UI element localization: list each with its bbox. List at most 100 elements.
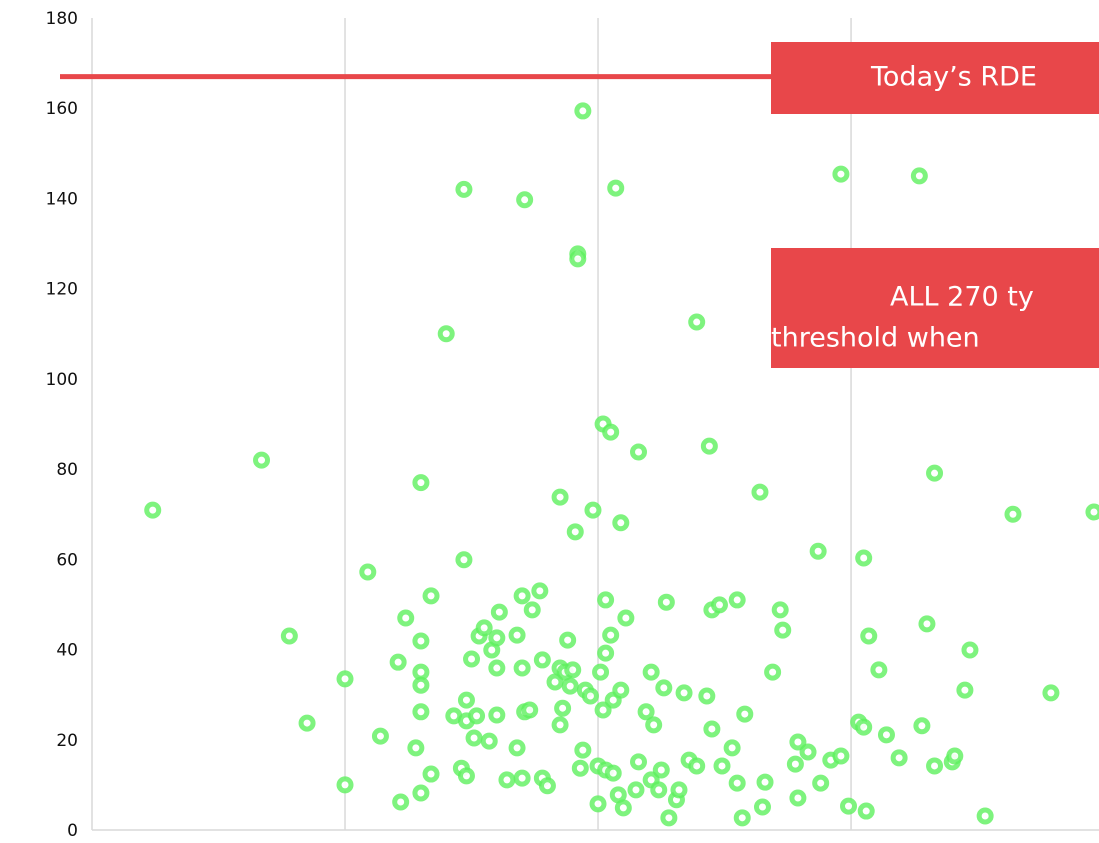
point	[546, 673, 564, 691]
point	[468, 707, 486, 725]
point	[521, 701, 539, 719]
point	[551, 716, 569, 734]
point	[488, 659, 506, 677]
point	[574, 102, 592, 120]
y-tick-label: 160	[46, 99, 78, 119]
point	[728, 591, 746, 609]
point	[581, 687, 599, 705]
point	[488, 706, 506, 724]
annotation-box	[771, 248, 1099, 368]
point	[614, 799, 632, 817]
point	[280, 627, 298, 645]
point	[412, 632, 430, 650]
point	[513, 587, 531, 605]
point	[789, 733, 807, 751]
point	[488, 629, 506, 647]
point	[976, 807, 994, 825]
point	[1004, 505, 1022, 523]
point	[253, 451, 271, 469]
point	[298, 714, 316, 732]
point	[652, 761, 670, 779]
point	[1042, 684, 1060, 702]
point	[523, 601, 541, 619]
point	[602, 626, 620, 644]
point	[877, 726, 895, 744]
point	[926, 464, 944, 482]
point	[918, 615, 936, 633]
point	[751, 483, 769, 501]
point	[688, 757, 706, 775]
point	[713, 757, 731, 775]
point	[857, 802, 875, 820]
point	[437, 325, 455, 343]
point	[412, 663, 430, 681]
point	[860, 627, 878, 645]
point	[630, 753, 648, 771]
point	[554, 699, 572, 717]
point	[617, 609, 635, 627]
point	[698, 687, 716, 705]
point	[604, 764, 622, 782]
point	[531, 582, 549, 600]
point	[533, 651, 551, 669]
point	[789, 789, 807, 807]
point	[832, 165, 850, 183]
point	[786, 755, 804, 773]
point	[422, 587, 440, 605]
y-tick-label: 140	[46, 189, 78, 209]
point	[457, 691, 475, 709]
point	[559, 631, 577, 649]
y-tick-label: 20	[56, 731, 78, 751]
point	[389, 653, 407, 671]
point	[574, 741, 592, 759]
point	[650, 781, 668, 799]
point	[723, 739, 741, 757]
y-tick-label: 40	[56, 641, 78, 661]
point	[597, 644, 615, 662]
point	[359, 563, 377, 581]
point	[336, 776, 354, 794]
point	[407, 739, 425, 757]
point	[412, 474, 430, 492]
point	[513, 769, 531, 787]
point	[463, 650, 481, 668]
y-tick-label: 60	[56, 550, 78, 570]
point	[688, 313, 706, 331]
y-tick-label: 0	[67, 821, 78, 841]
point	[645, 716, 663, 734]
point	[736, 705, 754, 723]
point	[571, 759, 589, 777]
point	[728, 774, 746, 792]
point	[561, 677, 579, 695]
point	[336, 670, 354, 688]
point	[764, 663, 782, 681]
point	[592, 663, 610, 681]
y-tick-label: 100	[46, 370, 78, 390]
y-tick-label: 80	[56, 460, 78, 480]
point	[566, 523, 584, 541]
point	[602, 423, 620, 441]
annotation-text: threshold when	[771, 323, 980, 354]
point	[756, 773, 774, 791]
point	[956, 681, 974, 699]
point	[832, 747, 850, 765]
point	[753, 798, 771, 816]
point	[569, 250, 587, 268]
point	[412, 703, 430, 721]
point	[840, 797, 858, 815]
point	[516, 191, 534, 209]
point	[670, 781, 688, 799]
point	[508, 626, 526, 644]
point	[657, 593, 675, 611]
point	[627, 781, 645, 799]
point	[392, 793, 410, 811]
point	[564, 661, 582, 679]
point	[612, 514, 630, 532]
point	[455, 551, 473, 569]
point	[513, 659, 531, 677]
point	[774, 621, 792, 639]
point	[607, 179, 625, 197]
point	[609, 786, 627, 804]
